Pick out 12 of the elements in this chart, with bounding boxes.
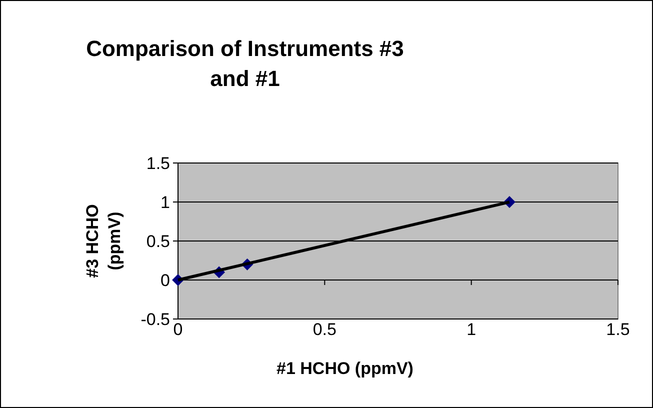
x-tick-label: 1 [466,320,476,339]
x-tick-label: 1.5 [606,320,630,339]
y-tick-label: 0.5 [146,232,170,251]
x-tick-label: 0.5 [312,320,336,339]
x-axis-title: #1 HCHO (ppmV) [276,359,414,378]
x-tick-label: 0 [173,320,183,339]
y-axis-title: #3 HCHO (ppmV) [83,204,124,278]
chart-title: Comparison of Instruments #3 and #1 [86,36,404,91]
y-tick-label: -0.5 [140,310,170,329]
y-tick-label: 1 [160,193,170,212]
y-tick-label: 0 [160,271,170,290]
y-tick-label: 1.5 [146,154,170,173]
